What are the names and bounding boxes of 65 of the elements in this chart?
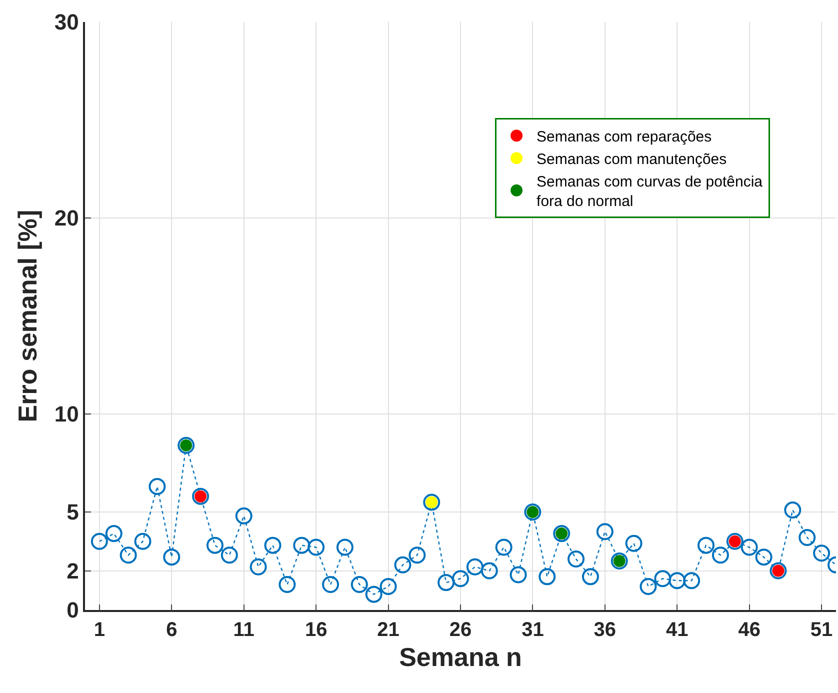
point — [683, 572, 700, 590]
point — [365, 586, 382, 603]
point — [625, 534, 642, 552]
y-tick-label: 10 — [54, 402, 79, 427]
point — [336, 538, 354, 556]
point — [394, 556, 412, 574]
point — [90, 532, 108, 550]
y-tick-label: 0 — [66, 598, 79, 623]
point — [510, 566, 527, 584]
point — [438, 574, 455, 592]
point — [698, 536, 715, 554]
x-tick-label: 11 — [233, 618, 254, 641]
point — [105, 525, 122, 542]
point — [322, 576, 340, 594]
point — [120, 546, 137, 564]
x-tick-label: 36 — [594, 618, 616, 641]
point — [408, 546, 426, 564]
point — [278, 576, 296, 594]
point — [452, 570, 469, 588]
point — [538, 568, 556, 586]
x-tick-label: 6 — [166, 618, 178, 641]
point — [308, 538, 325, 556]
x-tick-label: 51 — [810, 618, 833, 641]
point — [712, 546, 729, 564]
y-tick-label: 30 — [54, 10, 79, 35]
x-tick-label: 16 — [304, 618, 328, 641]
point — [582, 568, 599, 586]
point — [740, 538, 758, 556]
y-tick-label: 2 — [66, 558, 79, 584]
x-tick-label: 21 — [377, 618, 400, 641]
legend-label: Semanas com reparações — [536, 128, 712, 146]
point — [163, 548, 180, 566]
point — [495, 538, 512, 556]
point — [640, 578, 657, 595]
point — [798, 528, 816, 546]
point — [654, 570, 672, 588]
point — [148, 478, 166, 496]
legend-label: Semanas com manutenções — [536, 150, 727, 168]
point — [293, 536, 310, 554]
point — [596, 523, 614, 540]
point — [668, 572, 686, 590]
point — [568, 550, 585, 568]
point — [755, 548, 772, 566]
y-tick-label: 20 — [54, 206, 79, 231]
point — [220, 546, 238, 564]
point — [264, 536, 282, 554]
point — [813, 544, 830, 562]
point — [480, 562, 498, 580]
point — [466, 558, 484, 576]
x-tick-label: 41 — [666, 618, 688, 641]
x-tick-label: 26 — [449, 618, 472, 641]
point — [134, 532, 152, 550]
legend-label: Semanas com curvas de potência fora do normal — [536, 173, 764, 210]
point — [350, 576, 368, 594]
x-tick-label: 31 — [522, 618, 544, 641]
x-tick-label: 1 — [94, 618, 106, 641]
point — [380, 578, 397, 595]
y-axis-title: Erro semanal [%] — [12, 210, 42, 422]
point — [784, 502, 802, 519]
x-axis-title: Semana n — [399, 642, 522, 672]
x-tick-label: 46 — [738, 618, 760, 641]
y-tick-label: 5 — [66, 500, 79, 525]
point — [206, 536, 224, 554]
point — [235, 507, 252, 524]
point — [250, 558, 267, 576]
